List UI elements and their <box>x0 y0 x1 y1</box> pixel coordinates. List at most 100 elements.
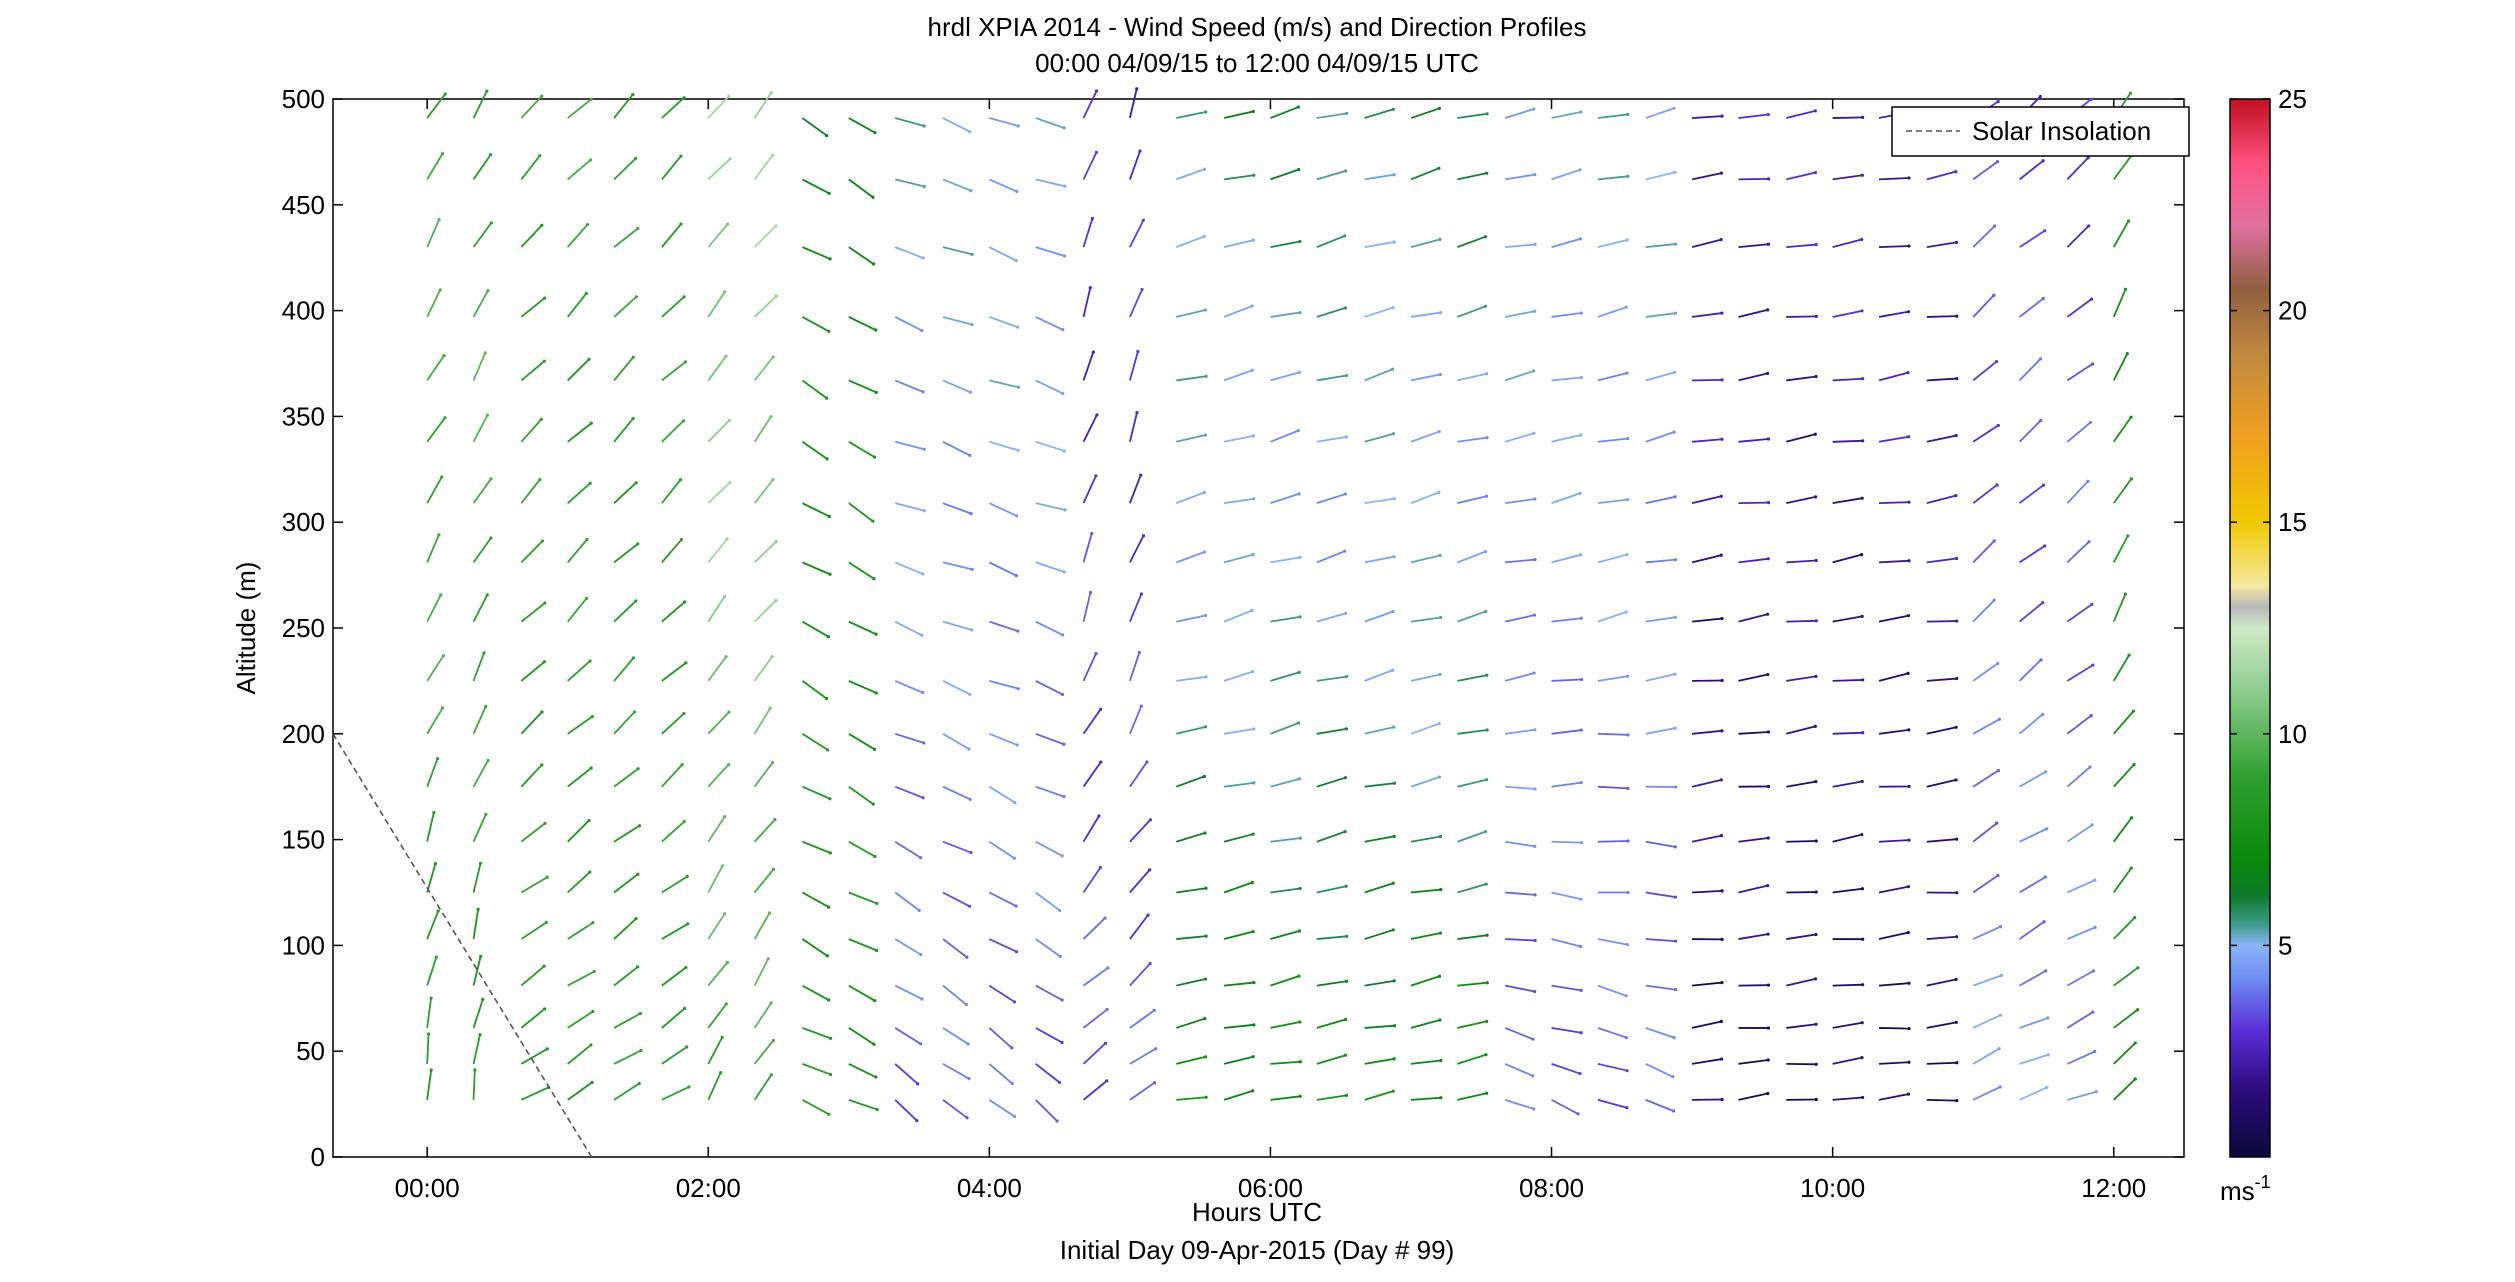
wind-barb-tip <box>1626 174 1630 178</box>
wind-barb-tip <box>1010 1081 1014 1086</box>
wind-barb <box>1364 610 1394 623</box>
wind-barb <box>426 153 444 180</box>
wind-barb-tip <box>478 861 483 865</box>
wind-barb <box>472 1069 476 1100</box>
x-tick-label: 04:00 <box>957 1173 1022 1203</box>
wind-barb-tip <box>2089 297 2094 301</box>
wind-barb-tip <box>919 1042 923 1046</box>
wind-barb <box>1223 981 1255 987</box>
wind-barb <box>707 816 726 843</box>
wind-barb <box>1597 732 1628 736</box>
wind-barb <box>1972 1086 2001 1101</box>
wind-barb <box>472 414 489 443</box>
wind-barb-tip <box>1250 304 1254 308</box>
wind-barb <box>707 913 726 940</box>
wind-barb-tip <box>1298 836 1302 840</box>
wind-barb-tip <box>476 907 480 911</box>
wind-barb <box>1786 243 1817 249</box>
wind-barb <box>1082 1008 1108 1029</box>
wind-barb <box>1972 484 1998 504</box>
wind-barb <box>613 966 639 987</box>
wind-barb <box>1832 497 1863 505</box>
wind-barb-tip <box>1673 845 1677 849</box>
wind-barb-tip <box>1098 866 1102 870</box>
wind-barb <box>520 418 542 443</box>
wind-barb <box>1223 1023 1254 1029</box>
wind-barb-tip <box>634 599 638 603</box>
wind-barb-tip <box>1533 309 1537 313</box>
wind-barb <box>1316 307 1346 318</box>
wind-barb <box>520 822 546 843</box>
wind-barb-tip <box>1579 728 1583 732</box>
wind-barb <box>1457 934 1488 940</box>
colorbar-tick-label: 10 <box>2278 719 2307 749</box>
wind-barb-tip <box>723 815 727 819</box>
wind-barb-tip <box>1202 774 1207 778</box>
wind-barb <box>567 715 593 735</box>
wind-barb-tip <box>1624 305 1628 309</box>
wind-barb-tip <box>1136 349 1140 354</box>
wind-barb-tip <box>915 1119 919 1123</box>
wind-barb <box>1645 840 1676 848</box>
wind-barb-tip <box>1343 306 1348 310</box>
wind-barb-tip <box>679 222 683 226</box>
wind-barb-tip <box>486 758 490 763</box>
wind-barb-tip <box>540 539 545 543</box>
wind-barb-tip <box>2135 1008 2140 1012</box>
wind-barb-tip <box>1814 374 1818 379</box>
wind-barb-tip <box>1437 106 1442 111</box>
wind-barb <box>2066 714 2092 735</box>
wind-barb <box>1316 1094 1347 1101</box>
wind-barb-tip <box>1204 110 1208 114</box>
wind-barb-tip <box>1720 1057 1724 1061</box>
wind-barb-tip <box>1579 1031 1583 1035</box>
wind-barb-tip <box>1014 258 1018 263</box>
wind-barb-tip <box>1483 609 1488 614</box>
wind-barb <box>2019 1053 2049 1065</box>
wind-barb <box>613 296 637 318</box>
wind-barb <box>472 154 492 180</box>
wind-barb <box>942 733 970 750</box>
wind-barb-tip <box>1533 938 1537 943</box>
wind-barb-tip <box>724 354 728 358</box>
wind-barb <box>1364 368 1393 382</box>
wind-barb <box>426 707 444 735</box>
wind-barb <box>1738 372 1768 382</box>
wind-barb-tip <box>2041 483 2046 487</box>
wind-barb-tip <box>1673 370 1677 374</box>
wind-barb-tip <box>1720 889 1724 893</box>
wind-barb-tip <box>922 509 926 513</box>
wind-barb <box>1738 1059 1769 1065</box>
wind-barb-tip <box>1392 173 1396 177</box>
wind-barb-tip <box>1438 834 1443 839</box>
colorbar-ticks: 5 10 15 20 25 <box>2230 84 2307 960</box>
wind-barb-tip <box>1579 780 1583 785</box>
wind-barb <box>2113 154 2133 180</box>
wind-barb <box>1972 662 1999 682</box>
wind-barb <box>1223 881 1253 894</box>
wind-barb <box>1410 835 1441 843</box>
wind-barb <box>661 820 685 843</box>
wind-barb-tip <box>1055 1119 1059 1123</box>
wind-barb <box>2112 867 2132 894</box>
wind-barb <box>2019 484 2045 504</box>
wind-barb-tip <box>1906 1092 1911 1096</box>
wind-barb-tip <box>2040 712 2045 717</box>
wind-barb-tip <box>723 912 727 916</box>
wind-barb-tip <box>920 633 924 637</box>
wind-barb <box>1786 559 1817 564</box>
wind-barb <box>1504 614 1535 623</box>
wind-barb-tip <box>1907 1026 1911 1031</box>
y-tick-label: 300 <box>282 507 325 537</box>
wind-barb <box>1972 822 1998 843</box>
wind-barb <box>426 534 440 563</box>
wind-barb-tip <box>968 797 972 801</box>
wind-barb <box>1082 708 1102 735</box>
wind-barb <box>1129 412 1138 443</box>
wind-barb-tip <box>1090 216 1095 221</box>
wind-barb <box>2066 664 2094 682</box>
wind-barb-tip <box>1766 308 1770 312</box>
wind-barb <box>472 863 482 893</box>
wind-barb-tip <box>538 154 542 158</box>
wind-barb-tip <box>2129 866 2133 870</box>
